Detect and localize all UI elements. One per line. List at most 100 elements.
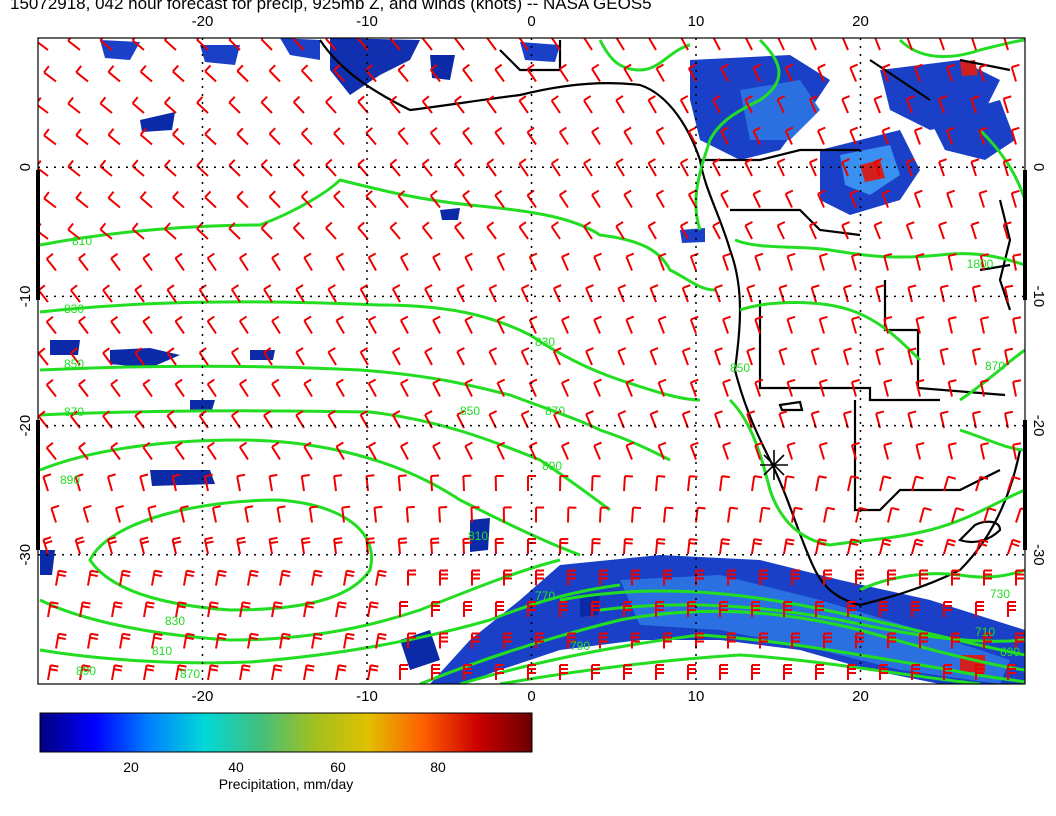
wind-barb [625,441,635,460]
wind-barb [978,126,988,145]
wind-barb [454,221,465,240]
wind-barb [391,347,401,366]
wind-barb [689,441,699,460]
lon-ticks-top: -20 -10 0 10 20 [192,13,869,30]
wind-barb [970,158,980,177]
wind-barb [357,38,369,51]
wind-barb [746,347,756,366]
wind-barb [87,632,99,649]
wind-barb [841,158,850,177]
wind-barb [746,284,756,303]
wind-barb [947,379,957,397]
wind-barb [744,95,753,114]
wind-barb [911,664,920,680]
wind-barb [424,347,433,366]
wind-barb [263,284,273,303]
wind-barb [593,252,602,271]
wind-barb [139,64,153,83]
wind-barb [196,222,209,240]
contour-label: 830 [64,302,84,316]
wind-barb [142,441,153,461]
wind-barb [657,441,667,460]
colorbar-tick-label: 60 [330,759,346,775]
wind-barb [623,664,632,680]
wind-barb [228,96,241,114]
wind-barb [947,316,957,334]
wind-barb [462,189,473,209]
wind-barb [559,601,568,617]
wind-barb [744,158,753,177]
wind-barb [558,126,569,146]
wind-barb [615,38,625,51]
wind-barb [429,126,441,146]
wind-barb [599,632,608,649]
wind-barb [823,506,835,523]
wind-barb [107,191,121,209]
wind-barb [399,601,408,617]
wind-barb [535,506,545,523]
wind-barb [983,507,997,523]
wind-barb [470,506,480,523]
wind-barb [623,601,632,617]
wind-barb [817,63,826,82]
wind-barb [78,378,89,398]
wind-barb [714,284,723,303]
wind-barb [399,664,408,680]
wind-barb [74,536,85,555]
wind-barb [617,284,627,303]
wind-barb [367,601,379,618]
wind-barb [527,475,536,491]
wind-barb [528,441,538,460]
wind-barb [679,221,689,240]
wind-barb [115,504,124,523]
wind-barb [907,347,917,366]
wind-barb [139,473,149,492]
wind-barb [119,632,131,649]
wind-barb [430,537,440,555]
wind-barb [978,63,988,82]
wind-barb [873,221,883,240]
contour-label: 890 [60,473,80,487]
wind-barb [810,347,820,366]
wind-barb [905,221,915,240]
wind-barb [335,252,345,272]
wind-barb [134,347,145,366]
wind-barb [873,158,883,177]
wind-barb [663,506,674,523]
wind-barb [975,601,984,617]
wind-barb [593,378,602,397]
wind-barbs-layer [38,38,1025,681]
wind-barb [842,347,852,366]
wind-barb [849,126,859,145]
wind-barb [206,315,217,335]
wind-barb [947,442,957,460]
wind-barb [647,221,657,240]
wind-barb [915,316,925,334]
wind-barb [107,128,121,146]
wind-barb [849,189,859,208]
wind-barb [260,95,273,114]
wind-barb [778,347,788,366]
wind-barb [438,506,448,523]
wind-barb [172,127,185,146]
wind-barb [496,378,506,397]
wind-barb [471,632,480,649]
wind-barb [849,63,859,82]
lat-tick-label: -20 [1030,415,1047,437]
wind-barb [463,601,472,617]
lon-tick-label: -10 [356,13,378,30]
wind-barb [211,505,221,523]
wind-barb [271,441,281,461]
wind-barb [689,378,699,397]
wind-barb [722,315,731,334]
wind-barb [783,601,792,617]
wind-barb [776,95,786,114]
wind-barb [263,347,273,366]
wind-barb [207,601,219,618]
wind-barb [102,284,113,303]
wind-barb [239,664,251,681]
wind-barb [615,158,625,177]
wind-barb [947,253,957,271]
wind-barb [389,95,401,114]
wind-barb [486,221,497,240]
